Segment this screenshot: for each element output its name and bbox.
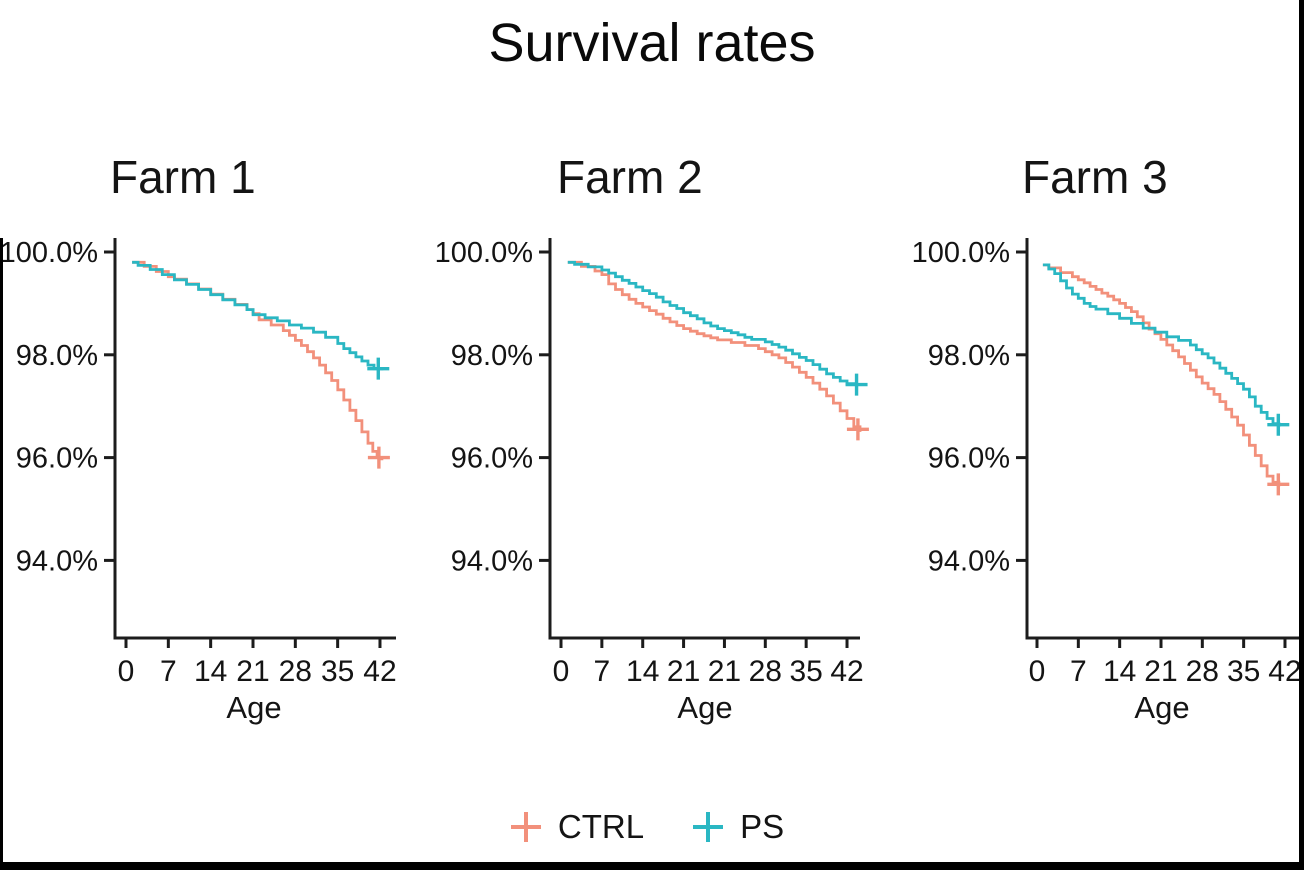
farm-1-x-tick-label: 14 — [194, 655, 227, 688]
farm-3-x-tick-label: 21 — [1144, 655, 1177, 688]
farm-3-ps-curve — [1042, 263, 1281, 427]
farm-1-x-tick-label: 0 — [118, 655, 135, 688]
farm-1-ctrl-curve — [132, 260, 384, 461]
farm-2-y-tick-label: 98.0% — [451, 340, 533, 372]
farm-3-ctrl-curve — [1042, 263, 1281, 487]
farm-1-x-tick-label: 42 — [363, 655, 396, 688]
farm-2-x-tick-label: 42 — [830, 655, 863, 688]
farm-2-x-tick-label: 35 — [789, 655, 822, 688]
farm-1-ps-curve — [132, 260, 384, 371]
farm-3-y-tick-label: 100.0% — [912, 237, 1010, 269]
farm-2-ps-curve — [567, 260, 857, 386]
farm-3-y-tick-label: 96.0% — [928, 443, 1010, 475]
ctrl-plus-marker-icon — [510, 812, 541, 842]
screen-frame-bottom-edge — [0, 862, 1304, 870]
farm-2-x-tick-label: 21 — [667, 655, 700, 688]
farm-1-ctrl-censor-mark — [367, 446, 390, 469]
farm-2-ctrl-censor-mark — [846, 418, 869, 441]
farm-1-ps-censor-mark — [367, 357, 390, 380]
farm-1-x-tick-label: 35 — [321, 655, 354, 688]
x-axis-label-farm-1: Age — [226, 690, 282, 725]
farm-1-x-tick-label: 7 — [160, 655, 177, 688]
farm-2-y-tick-label: 96.0% — [451, 443, 533, 475]
legend-item-ps: PS — [690, 808, 784, 846]
farm-2-y-tick-label: 100.0% — [435, 237, 533, 269]
farm-2-x-tick-label: 21 — [708, 655, 741, 688]
farm-1-y-tick-label: 100.0% — [0, 237, 98, 269]
farm-3-ps-censor-mark — [1267, 413, 1290, 436]
farm-1-y-tick-label: 98.0% — [16, 340, 98, 372]
farm-3-x-tick-label: 0 — [1029, 655, 1046, 688]
farm-1-y-tick-label: 96.0% — [16, 443, 98, 475]
figure-title: Survival rates — [488, 13, 816, 73]
farm-1-y-tick-label: 94.0% — [16, 545, 98, 577]
farm-2-ctrl-curve — [567, 260, 862, 432]
x-axis-label-farm-2: Age — [677, 690, 733, 725]
farm-2-x-tick-label: 14 — [626, 655, 659, 688]
legend-item-ctrl: CTRL — [508, 808, 644, 846]
farm-2-ps-censor-mark — [845, 373, 868, 396]
farm-2-y-tick-label: 94.0% — [451, 545, 533, 577]
legend-label-ps: PS — [740, 808, 785, 845]
farm-3-y-tick-label: 98.0% — [928, 340, 1010, 372]
farm-2-x-tick-label: 0 — [553, 655, 570, 688]
x-axis-label-farm-3: Age — [1134, 690, 1190, 725]
farm-2-x-tick-label: 28 — [749, 655, 782, 688]
screen-frame-left-edge — [0, 238, 3, 870]
farm-2-x-tick-label: 7 — [594, 655, 611, 688]
panel-title-farm-1: Farm 1 — [110, 151, 256, 203]
farm-1-x-tick-label: 21 — [236, 655, 269, 688]
farm-3-x-tick-label: 14 — [1103, 655, 1136, 688]
farm-3-x-tick-label: 42 — [1268, 655, 1301, 688]
ps-plus-marker-icon — [693, 812, 724, 842]
farm-3-ctrl-censor-mark — [1267, 473, 1290, 496]
panel-title-farm-2: Farm 2 — [557, 151, 703, 203]
farm-3-x-tick-label: 35 — [1227, 655, 1260, 688]
farm-3-x-tick-label: 28 — [1186, 655, 1219, 688]
legend-label-ctrl: CTRL — [557, 808, 645, 845]
farm-3-x-tick-label: 7 — [1070, 655, 1087, 688]
screen-frame-right-edge — [1299, 0, 1304, 870]
farm-1-x-tick-label: 28 — [279, 655, 312, 688]
panel-title-farm-3: Farm 3 — [1022, 151, 1168, 203]
farm-3-y-tick-label: 94.0% — [928, 545, 1010, 577]
legend: CTRL PS — [0, 808, 1292, 846]
